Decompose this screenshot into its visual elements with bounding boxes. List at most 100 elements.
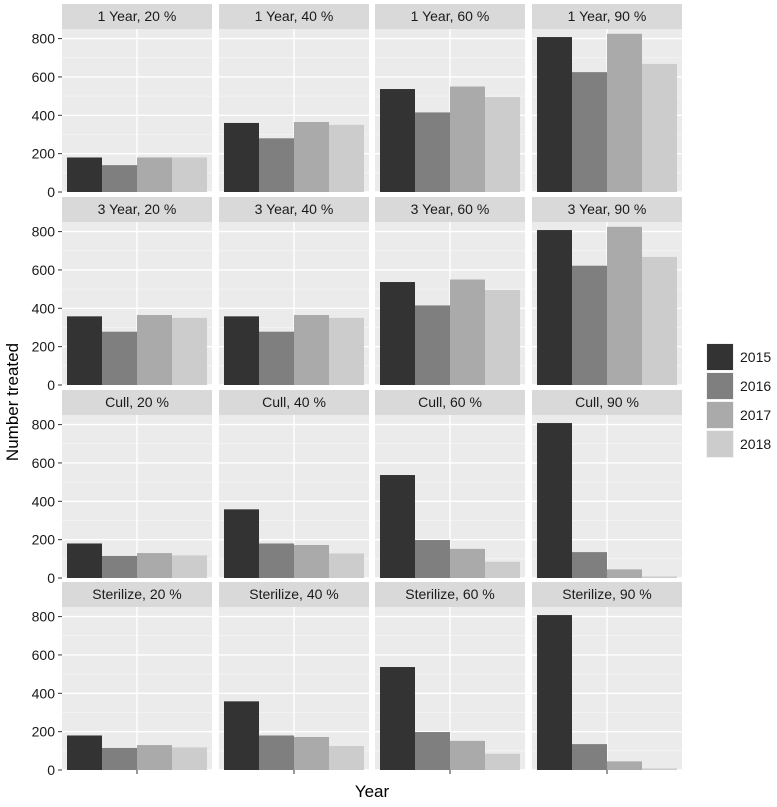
facet-title: Cull, 90 % (575, 394, 639, 410)
bar (67, 543, 102, 578)
bar (102, 331, 137, 385)
legend-swatch (707, 402, 733, 428)
bar (329, 553, 364, 578)
facet-title: Cull, 20 % (105, 394, 169, 410)
bar (137, 157, 172, 192)
bar (450, 86, 485, 192)
facet-panel: Sterilize, 20 % 0 200 400 600 800 (32, 582, 212, 778)
facet-panel: 3 Year, 20 % 0 200 400 600 800 (32, 197, 212, 393)
y-tick-label: 200 (32, 146, 56, 162)
facet-panel: 1 Year, 20 % 0 200 400 600 800 (32, 4, 212, 200)
bar (294, 315, 329, 385)
legend-swatch (707, 344, 733, 370)
legend-label: 2015 (740, 349, 771, 365)
facet-strip (62, 4, 212, 29)
bar (380, 89, 415, 192)
bar (67, 316, 102, 385)
bar (380, 475, 415, 578)
bar (485, 290, 520, 385)
bar (224, 316, 259, 385)
facet-title: Sterilize, 90 % (562, 586, 651, 602)
facet-title: 1 Year, 90 % (568, 8, 647, 24)
y-tick-label: 0 (47, 377, 55, 393)
y-tick-label: 600 (32, 69, 56, 85)
bar (642, 768, 677, 770)
facet-panel: 1 Year, 60 % (375, 4, 525, 193)
bar (172, 157, 207, 192)
y-tick-label: 600 (32, 262, 56, 278)
y-tick-label: 600 (32, 455, 56, 471)
facet-title: 3 Year, 90 % (568, 201, 647, 217)
bar (294, 545, 329, 578)
facet-panel: Cull, 90 % (532, 390, 682, 579)
facet-panel: Cull, 40 % (219, 390, 369, 579)
y-tick-label: 800 (32, 417, 56, 433)
bar (259, 543, 294, 578)
bar (380, 667, 415, 770)
bar (172, 555, 207, 578)
facet-strip (532, 197, 682, 222)
bar (102, 747, 137, 770)
facet-strip (375, 197, 525, 222)
y-tick-label: 0 (47, 762, 55, 778)
bar (450, 279, 485, 385)
bar (450, 548, 485, 578)
bar (259, 735, 294, 770)
facet-title: 1 Year, 20 % (98, 8, 177, 24)
facet-panel: Sterilize, 40 % (219, 582, 369, 774)
facet-strip (219, 4, 369, 29)
bar (224, 509, 259, 578)
bar (329, 317, 364, 385)
legend-swatch (707, 373, 733, 399)
legend-label: 2016 (740, 378, 771, 394)
y-axis-title: Number treated (3, 343, 22, 461)
facet-panel: Cull, 60 % (375, 390, 525, 579)
bar (259, 138, 294, 192)
bar (137, 315, 172, 385)
bar (224, 122, 259, 192)
y-tick-label: 400 (32, 300, 56, 316)
bar (537, 230, 572, 385)
y-tick-label: 800 (32, 224, 56, 240)
facet-strip (375, 582, 525, 607)
facet-title: 1 Year, 40 % (255, 8, 334, 24)
bar (67, 735, 102, 770)
bar (485, 561, 520, 578)
bar (294, 122, 329, 192)
facet-title: Sterilize, 60 % (405, 586, 494, 602)
facet-title: Cull, 60 % (418, 394, 482, 410)
bar (137, 553, 172, 578)
facet-title: 1 Year, 60 % (411, 8, 490, 24)
facet-panel: 3 Year, 60 % (375, 197, 525, 386)
bar (485, 97, 520, 192)
facet-strip (532, 4, 682, 29)
x-axis-title: Year (355, 782, 390, 801)
bar (137, 745, 172, 770)
bar (572, 744, 607, 770)
facet-strip (375, 4, 525, 29)
bar (224, 701, 259, 770)
bar (172, 747, 207, 770)
facet-strip (62, 197, 212, 222)
y-tick-label: 400 (32, 493, 56, 509)
bar (642, 256, 677, 385)
bar (537, 615, 572, 770)
bar (485, 753, 520, 770)
bar (329, 124, 364, 192)
bar (607, 761, 642, 770)
facet-strip (375, 390, 525, 415)
facet-strip (219, 197, 369, 222)
bar (537, 423, 572, 578)
facet-title: 3 Year, 60 % (411, 201, 490, 217)
bar (259, 331, 294, 385)
y-tick-label: 800 (32, 609, 56, 625)
facet-panel: Sterilize, 60 % (375, 582, 525, 774)
facet-strip (219, 582, 369, 607)
facet-title: Sterilize, 40 % (249, 586, 338, 602)
y-tick-label: 0 (47, 570, 55, 586)
facet-strip (532, 390, 682, 415)
bar (642, 63, 677, 192)
legend: 2015 2016 2017 2018 (706, 343, 771, 458)
bar (172, 317, 207, 385)
